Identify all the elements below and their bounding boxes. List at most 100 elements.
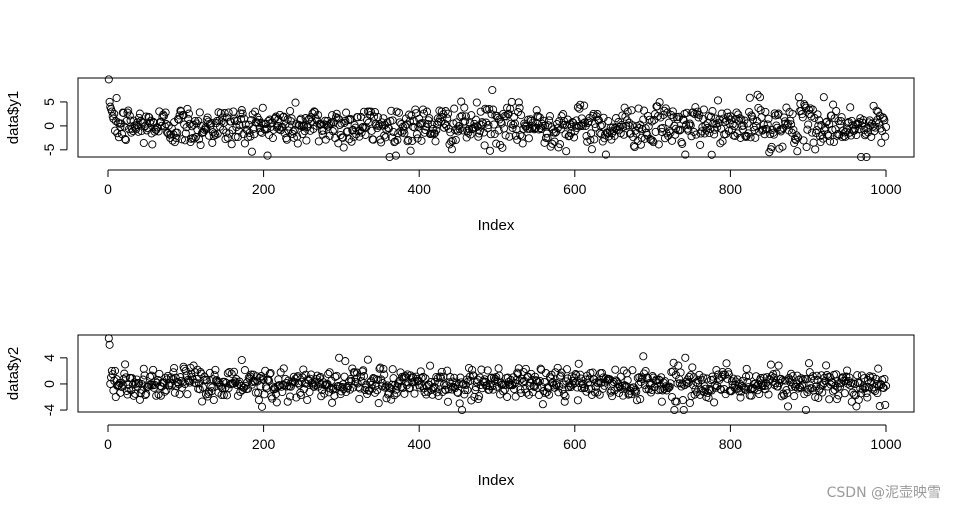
y-tick-label: -4 [41, 404, 57, 417]
data-point [468, 124, 477, 133]
data-point [703, 374, 712, 383]
data-point [411, 105, 420, 114]
data-point [400, 389, 409, 398]
data-point [291, 98, 300, 107]
data-point [511, 131, 520, 140]
data-point [563, 374, 572, 383]
data-point [443, 109, 453, 118]
data-point [299, 365, 308, 374]
data-point [645, 115, 654, 124]
x-axis-label: Index [478, 217, 515, 234]
data-point [415, 114, 424, 123]
data-point [688, 363, 697, 372]
data-point [128, 380, 137, 389]
data-point [697, 375, 706, 384]
data-point [286, 106, 295, 116]
data-point [660, 384, 669, 393]
data-point [643, 374, 652, 383]
data-point [875, 402, 884, 411]
data-point [804, 120, 813, 129]
data-point [412, 130, 421, 139]
data-point [746, 133, 755, 142]
data-point [258, 103, 267, 112]
data-point [122, 386, 131, 395]
data-point [857, 371, 866, 380]
data-point [828, 125, 837, 134]
data-point [417, 136, 426, 145]
data-point [747, 111, 756, 120]
data-point [461, 117, 470, 126]
data-point [403, 137, 412, 146]
data-point [421, 125, 430, 135]
data-point [881, 132, 890, 141]
data-point [736, 133, 745, 142]
data-point [233, 391, 242, 400]
data-point [166, 130, 176, 139]
data-point [219, 390, 228, 400]
data-point [756, 374, 765, 383]
data-point [406, 146, 415, 155]
data-point [143, 123, 152, 133]
data-point [715, 375, 724, 384]
data-point [496, 390, 505, 399]
data-point [641, 366, 650, 376]
data-point [408, 122, 418, 131]
data-point [229, 367, 239, 376]
data-point [648, 136, 657, 145]
data-point [831, 125, 840, 134]
data-point [440, 123, 449, 132]
data-point [561, 392, 570, 401]
data-point [513, 108, 523, 117]
data-point [657, 124, 666, 133]
data-point [336, 130, 345, 140]
data-point [676, 368, 685, 377]
data-point [753, 90, 762, 99]
x-tick-label: 1000 [870, 181, 901, 197]
data-point [594, 377, 603, 386]
data-point [121, 135, 130, 144]
data-point [451, 135, 460, 145]
data-point [407, 111, 416, 120]
data-point [349, 133, 358, 142]
data-point [574, 359, 583, 368]
data-point [560, 397, 569, 406]
data-point [391, 137, 400, 146]
x-tick-label: 200 [252, 436, 276, 452]
data-point [545, 390, 554, 399]
data-point [359, 366, 368, 375]
data-point [873, 389, 882, 398]
data-point [464, 124, 474, 133]
data-point [382, 394, 391, 403]
data-point [147, 371, 156, 380]
data-point [862, 152, 871, 162]
data-point [710, 125, 719, 134]
data-point [657, 397, 666, 406]
data-point [328, 127, 337, 136]
data-point [735, 114, 744, 123]
data-point [129, 391, 138, 400]
data-point [156, 391, 165, 400]
data-point [355, 132, 364, 141]
data-point [475, 126, 484, 135]
data-point [669, 113, 678, 122]
data-point [580, 101, 589, 110]
data-point [380, 383, 390, 392]
data-point [542, 388, 551, 397]
data-point [367, 126, 376, 135]
data-point [191, 379, 200, 388]
data-point [553, 363, 562, 372]
data-point [174, 115, 183, 124]
data-point [397, 382, 406, 391]
data-point [303, 395, 312, 405]
data-point [496, 140, 505, 149]
plot-frame [77, 334, 915, 413]
data-point [363, 355, 372, 364]
data-point [570, 379, 579, 388]
data-point [254, 395, 263, 405]
x-tick-label: 800 [719, 181, 743, 197]
data-point [658, 123, 667, 132]
data-point [231, 132, 240, 141]
data-point [289, 127, 298, 136]
data-point [373, 112, 383, 122]
data-point [450, 104, 459, 113]
